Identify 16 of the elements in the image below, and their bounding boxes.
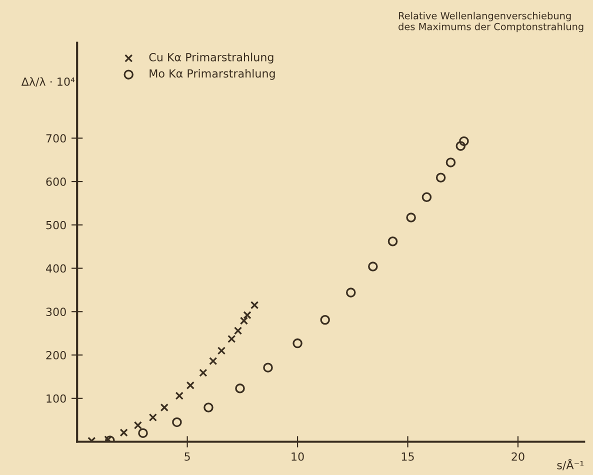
x-axis-title: s/Å⁻¹ bbox=[557, 458, 584, 470]
y-tick-label: 200 bbox=[46, 350, 66, 360]
x-tick-label: 15 bbox=[402, 452, 414, 461]
legend-label: Mo Kα Primarstrahlung bbox=[150, 69, 275, 80]
x-tick-label: 10 bbox=[292, 452, 304, 461]
x-tick-label: 5 bbox=[184, 452, 190, 461]
y-tick-label: 100 bbox=[46, 394, 66, 403]
chart-title: Relative Wellenlangenverschiebung des Maximums der Comptonstrahlung bbox=[398, 12, 584, 32]
y-tick-label: 700 bbox=[46, 134, 66, 143]
x-tick-label: 20 bbox=[512, 452, 524, 461]
y-tick-label: 300 bbox=[46, 308, 66, 316]
y-axis-title: Δλ/λ · 10⁴ bbox=[21, 77, 75, 87]
y-tick-label: 600 bbox=[46, 178, 66, 186]
y-tick-label: 400 bbox=[46, 264, 66, 273]
y-tick-label: 500 bbox=[46, 220, 66, 230]
legend-label: Cu Kα Primarstrahlung bbox=[149, 52, 274, 64]
